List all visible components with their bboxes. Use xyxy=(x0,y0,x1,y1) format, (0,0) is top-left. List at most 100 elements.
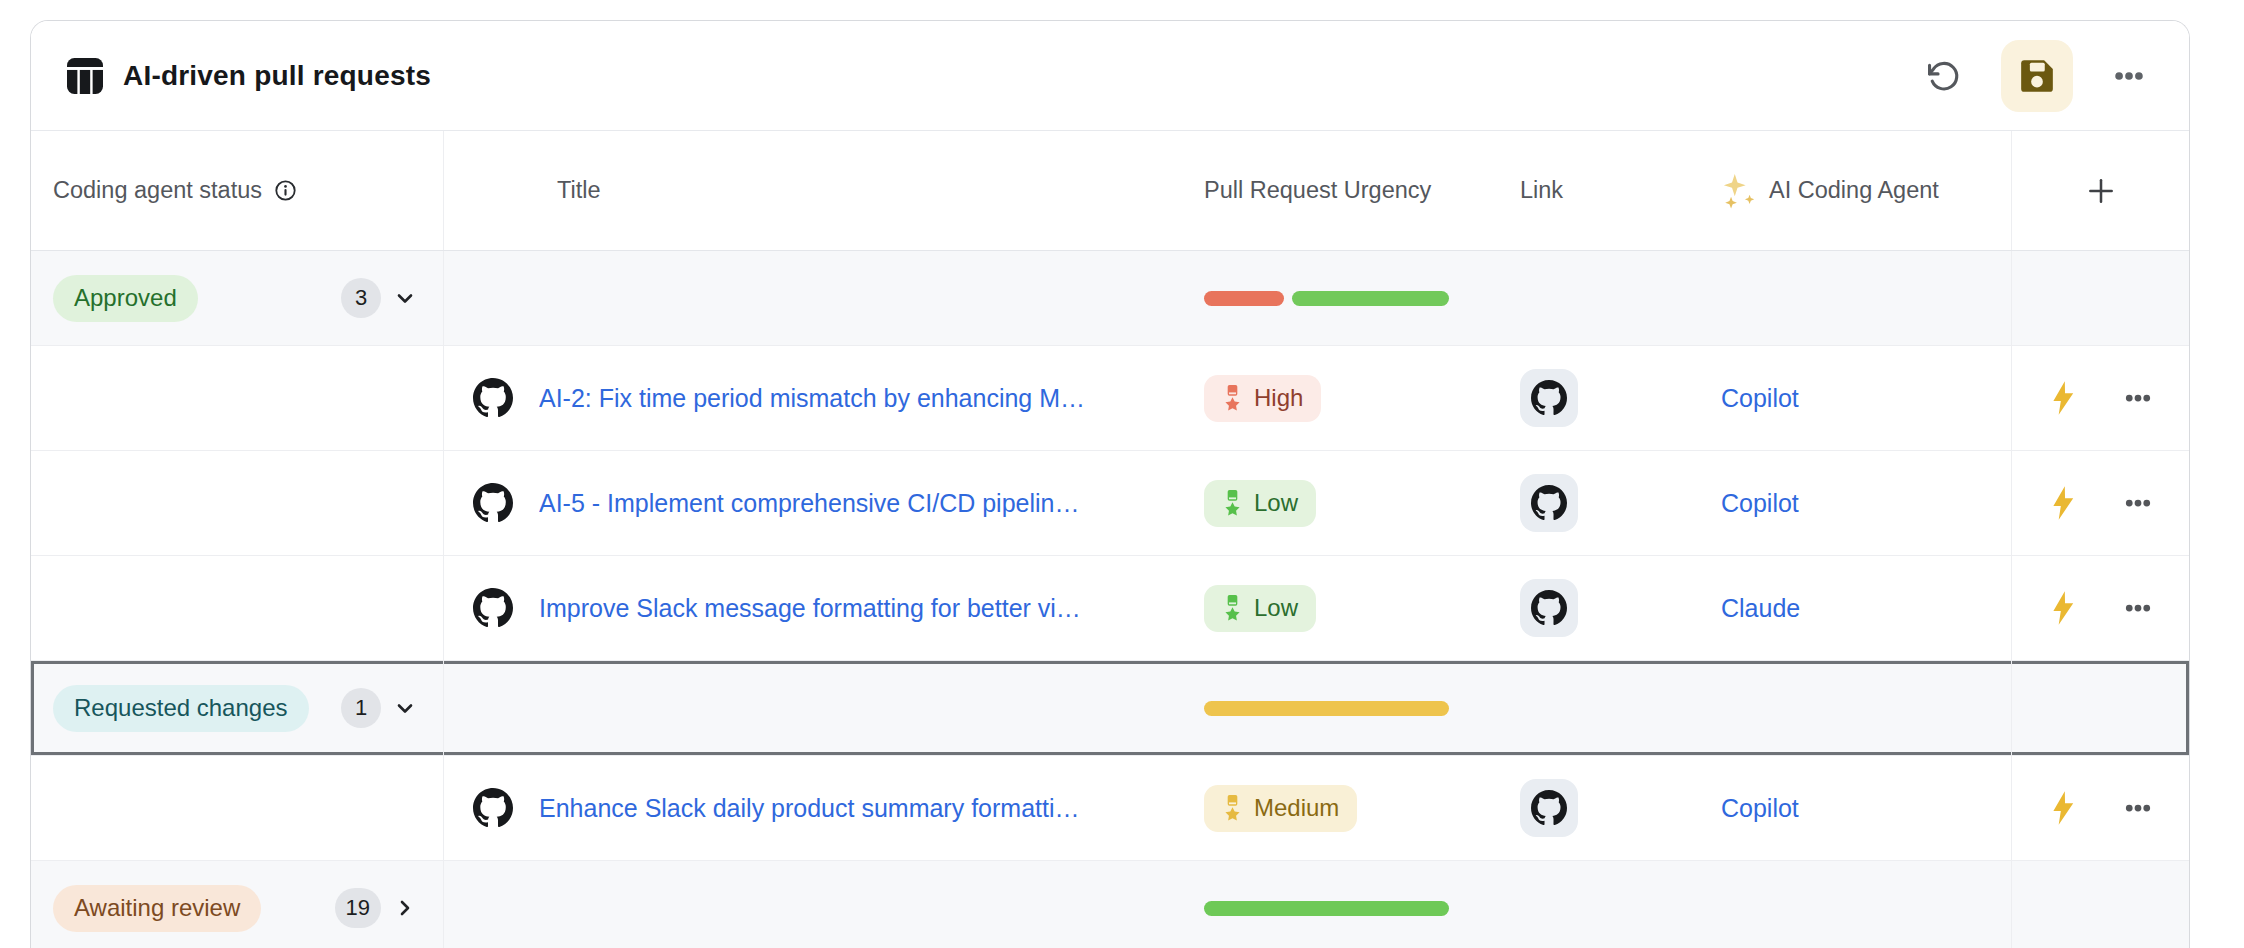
row-status-cell xyxy=(31,451,444,555)
status-badge: Awaiting review xyxy=(53,885,261,932)
pr-title-link[interactable]: Improve Slack message formatting for bet… xyxy=(539,594,1081,623)
row-urgency-cell[interactable]: Low xyxy=(1186,556,1501,660)
column-header-link[interactable]: Link xyxy=(1501,131,1691,250)
row-title-cell[interactable]: Enhance Slack daily product summary form… xyxy=(444,756,1186,860)
row-link-cell xyxy=(1501,451,1691,555)
row-link-cell xyxy=(1501,756,1691,860)
row-status-cell xyxy=(31,756,444,860)
group-empty-cell xyxy=(1691,661,2011,755)
pr-title-link[interactable]: AI-5 - Implement comprehensive CI/CD pip… xyxy=(539,489,1079,518)
row-urgency-cell[interactable]: Medium xyxy=(1186,756,1501,860)
agent-link[interactable]: Copilot xyxy=(1721,489,1799,518)
group-count-badge: 1 xyxy=(341,688,381,728)
github-icon xyxy=(473,588,513,628)
widget-more-button[interactable] xyxy=(2101,48,2157,104)
column-header-agent[interactable]: AI Coding Agent xyxy=(1691,131,2011,250)
column-header-add[interactable] xyxy=(2011,131,2189,250)
table-row[interactable]: AI-2: Fix time period mismatch by enhanc… xyxy=(31,346,2189,451)
github-link-button[interactable] xyxy=(1520,579,1578,637)
github-icon xyxy=(473,788,513,828)
agent-link[interactable]: Copilot xyxy=(1721,384,1799,413)
column-header-status[interactable]: Coding agent status xyxy=(31,131,444,250)
github-link-button[interactable] xyxy=(1520,779,1578,837)
pr-title-link[interactable]: AI-2: Fix time period mismatch by enhanc… xyxy=(539,384,1085,413)
group-count-badge: 3 xyxy=(341,278,381,318)
column-header-agent-label: AI Coding Agent xyxy=(1769,177,1939,204)
medal-icon xyxy=(1222,383,1243,413)
github-link-button[interactable] xyxy=(1520,474,1578,532)
automation-button[interactable] xyxy=(2049,790,2077,826)
group-empty-cell xyxy=(1691,251,2011,345)
group-empty-cell xyxy=(1691,861,2011,948)
github-icon xyxy=(1531,590,1567,626)
row-more-button[interactable] xyxy=(2123,488,2153,518)
group-urgency-summary xyxy=(1186,661,1501,755)
medal-icon xyxy=(1222,488,1243,518)
bar-segment-low xyxy=(1204,901,1449,916)
row-title-cell[interactable]: AI-5 - Implement comprehensive CI/CD pip… xyxy=(444,451,1186,555)
row-title-cell[interactable]: AI-2: Fix time period mismatch by enhanc… xyxy=(444,346,1186,450)
pr-title-link[interactable]: Enhance Slack daily product summary form… xyxy=(539,794,1080,823)
lightning-icon xyxy=(2049,380,2077,416)
automation-button[interactable] xyxy=(2049,590,2077,626)
status-badge: Approved xyxy=(53,275,198,322)
chevron-right-icon[interactable] xyxy=(393,896,417,920)
agent-link[interactable]: Claude xyxy=(1721,594,1800,623)
group-empty-cell xyxy=(1501,661,1691,755)
row-more-button[interactable] xyxy=(2123,593,2153,623)
more-icon xyxy=(2112,59,2146,93)
github-link-button[interactable] xyxy=(1520,369,1578,427)
urgency-summary-bar xyxy=(1204,701,1449,716)
group-row-approved[interactable]: Approved 3 xyxy=(31,251,2189,346)
column-header-link-label: Link xyxy=(1520,177,1563,204)
row-more-button[interactable] xyxy=(2123,383,2153,413)
github-icon xyxy=(473,483,513,523)
group-status-cell: Requested changes 1 xyxy=(31,661,444,755)
row-agent-cell: Copilot xyxy=(1691,451,2011,555)
column-header-status-label: Coding agent status xyxy=(53,177,262,204)
lightning-icon xyxy=(2049,590,2077,626)
table-row[interactable]: Enhance Slack daily product summary form… xyxy=(31,756,2189,861)
row-urgency-cell[interactable]: Low xyxy=(1186,451,1501,555)
undo-button[interactable] xyxy=(1915,48,1971,104)
group-empty-cell xyxy=(2011,251,2189,345)
automation-button[interactable] xyxy=(2049,380,2077,416)
column-header-title[interactable]: Title xyxy=(444,131,1186,250)
group-count-badge: 19 xyxy=(335,888,381,928)
row-actions-cell xyxy=(2011,346,2189,450)
automation-button[interactable] xyxy=(2049,485,2077,521)
group-status-cell: Approved 3 xyxy=(31,251,444,345)
urgency-label: High xyxy=(1254,384,1303,412)
table-row[interactable]: AI-5 - Implement comprehensive CI/CD pip… xyxy=(31,451,2189,556)
urgency-label: Low xyxy=(1254,489,1298,517)
chevron-down-icon[interactable] xyxy=(393,696,417,720)
urgency-summary-bar xyxy=(1204,901,1449,916)
row-status-cell xyxy=(31,346,444,450)
add-column-icon[interactable] xyxy=(2012,175,2189,207)
row-more-button[interactable] xyxy=(2123,793,2153,823)
info-icon[interactable] xyxy=(274,179,297,202)
row-link-cell xyxy=(1501,346,1691,450)
status-badge: Requested changes xyxy=(53,685,309,732)
row-actions-cell xyxy=(2011,451,2189,555)
more-icon xyxy=(2123,383,2153,413)
group-empty-cell xyxy=(2011,661,2189,755)
chevron-down-icon[interactable] xyxy=(393,286,417,310)
urgency-summary-bar xyxy=(1204,291,1449,306)
table-row[interactable]: Improve Slack message formatting for bet… xyxy=(31,556,2189,661)
row-agent-cell: Copilot xyxy=(1691,346,2011,450)
sparkle-icon xyxy=(1721,173,1757,209)
column-header-urgency[interactable]: Pull Request Urgency xyxy=(1186,131,1501,250)
group-row-requested-changes[interactable]: Requested changes 1 xyxy=(31,661,2189,756)
widget-header: AI-driven pull requests xyxy=(31,21,2189,131)
group-row-awaiting-review[interactable]: Awaiting review 19 xyxy=(31,861,2189,948)
table-header-row: Coding agent status Title Pull Request U… xyxy=(31,131,2189,251)
row-title-cell[interactable]: Improve Slack message formatting for bet… xyxy=(444,556,1186,660)
urgency-badge: High xyxy=(1204,375,1321,422)
row-urgency-cell[interactable]: High xyxy=(1186,346,1501,450)
agent-link[interactable]: Copilot xyxy=(1721,794,1799,823)
group-empty-cell xyxy=(2011,861,2189,948)
urgency-label: Medium xyxy=(1254,794,1339,822)
save-button[interactable] xyxy=(2001,40,2073,112)
bar-segment-high xyxy=(1204,291,1284,306)
